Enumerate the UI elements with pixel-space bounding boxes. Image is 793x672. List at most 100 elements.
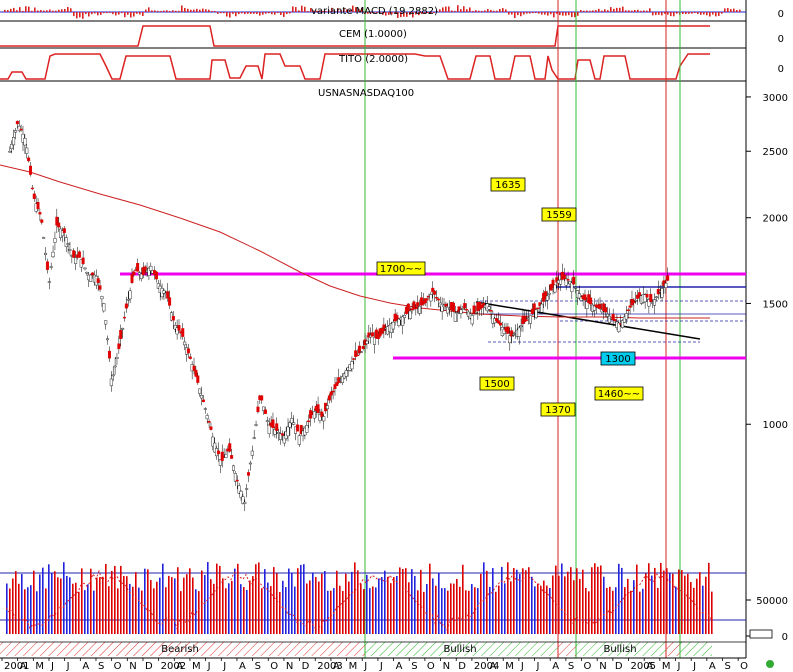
macd-bar — [379, 12, 381, 14]
candle — [280, 433, 284, 436]
macd-bar — [106, 12, 108, 14]
candle — [25, 147, 29, 154]
volume-bar — [396, 575, 398, 634]
macd-bar — [346, 9, 348, 12]
candle — [660, 288, 664, 298]
macd-bar — [640, 10, 642, 12]
volume-bar — [231, 580, 233, 634]
volume-bar — [486, 570, 488, 634]
volume-bar — [360, 583, 362, 634]
candle — [175, 327, 179, 335]
scroll-box[interactable] — [749, 629, 773, 639]
candle — [196, 375, 200, 383]
volume-bar — [630, 590, 632, 634]
candle — [55, 216, 59, 226]
candle — [559, 279, 563, 285]
candle — [519, 325, 523, 328]
macd-bar — [223, 12, 225, 14]
macd-bar — [511, 12, 513, 15]
macd-bar — [367, 12, 369, 14]
volume-bar — [156, 581, 158, 634]
candle — [102, 303, 106, 312]
x-tick-label: A — [176, 661, 183, 672]
y-tick-label: 2500 — [763, 147, 788, 158]
macd-bar — [370, 12, 372, 14]
annotation-label: 1460~~ — [598, 389, 640, 400]
candle — [72, 250, 76, 258]
macd-bar — [508, 12, 510, 15]
macd-bar — [157, 10, 159, 12]
volume-bar — [450, 583, 452, 634]
macd-bar — [16, 10, 18, 12]
macd-bar — [685, 12, 687, 15]
volume-bar — [219, 565, 221, 634]
macd-bar — [76, 12, 78, 19]
volume-bar — [240, 584, 242, 634]
candle — [666, 275, 670, 281]
volume-bar — [168, 575, 170, 634]
annotation-box — [600, 351, 636, 366]
macd-bar — [67, 7, 69, 12]
macd-bar — [31, 10, 33, 12]
volume-panel — [0, 562, 746, 634]
macd-bar — [586, 10, 588, 12]
macd-bar — [7, 10, 9, 12]
macd-bar — [145, 9, 147, 12]
macd-bar — [304, 6, 306, 12]
macd-bar — [478, 10, 480, 12]
macd-bar — [244, 12, 246, 15]
macd-bar — [211, 10, 213, 12]
bullish-band-1 — [365, 642, 558, 656]
volume-bar — [108, 586, 110, 634]
candle — [325, 405, 329, 410]
candle — [453, 312, 457, 322]
candle — [64, 237, 68, 247]
x-tick-label: O — [427, 661, 435, 672]
macd-bar — [283, 12, 285, 17]
candle — [85, 271, 89, 274]
volume-bar — [654, 567, 656, 634]
macd-bar — [295, 7, 297, 12]
volume-bar — [648, 563, 650, 634]
macd-bar — [658, 12, 660, 15]
macd-bar — [151, 10, 153, 12]
candle — [401, 316, 405, 326]
macd-bar — [61, 9, 63, 12]
x-tick-label: 2002 — [161, 661, 186, 672]
macd-bar — [427, 12, 429, 14]
macd-bar — [250, 12, 252, 14]
candle — [510, 330, 514, 337]
candle — [525, 319, 529, 321]
volume-bar — [465, 590, 467, 634]
macd-bar — [616, 7, 618, 12]
volume-bar — [324, 571, 326, 634]
volume-bar — [144, 568, 146, 634]
macd-bar — [553, 12, 555, 18]
candle — [273, 429, 277, 435]
volume-bar — [141, 590, 143, 634]
volume-bar — [603, 576, 605, 634]
y-tick-label: 2000 — [763, 214, 788, 225]
bullish-band-3 — [680, 642, 712, 656]
candle — [96, 278, 100, 283]
candle — [19, 128, 23, 131]
macd-bar — [19, 7, 21, 12]
candle — [13, 130, 17, 133]
candle — [470, 315, 474, 325]
macd-bar — [568, 12, 570, 16]
candle — [455, 312, 459, 314]
macd-bar — [433, 12, 435, 14]
volume-bar — [66, 575, 68, 634]
volume-bar — [210, 579, 212, 634]
volume-bar — [633, 580, 635, 634]
macd-bar — [10, 8, 12, 12]
volume-bar — [252, 576, 254, 634]
regime-label-bullish-2: Bullish — [603, 644, 636, 655]
macd-bar — [565, 12, 567, 16]
macd-bar — [292, 6, 294, 12]
candle — [544, 291, 548, 299]
candle — [113, 365, 117, 368]
volume-bar — [39, 574, 41, 634]
volume-bar — [705, 576, 707, 634]
volume-bar — [117, 588, 119, 634]
